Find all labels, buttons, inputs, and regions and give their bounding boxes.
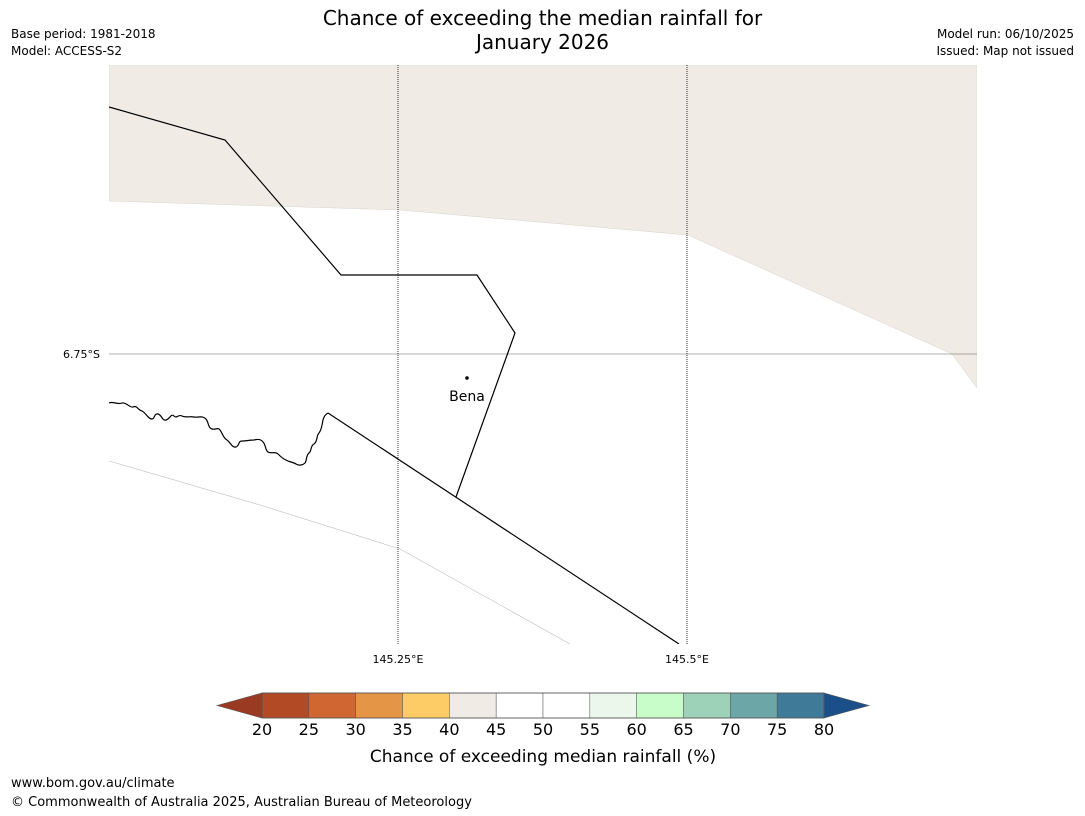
- issued-status: Issued: Map not issued: [936, 44, 1074, 58]
- colorbar-bin-20-25: [261, 692, 310, 719]
- colorbar-bin-30-35: [355, 692, 403, 719]
- latitude-label: 6.75°S: [63, 348, 100, 361]
- map-title-line-1: Chance of exceeding the median rainfall …: [322, 6, 763, 30]
- colorbar-ticks: 20 25 30 35 40 45 50 55 60 65 70 75 80: [252, 720, 834, 739]
- forecast-shaded-region: [109, 65, 977, 389]
- colorbar-bin-35-40: [402, 692, 450, 719]
- colorbar-bin-25-30: [308, 692, 356, 719]
- longitude-label-145-25: 145.25°E: [373, 653, 424, 666]
- colorbar: 20 25 30 35 40 45 50 55 60 65 70 75 80 Chance of exc…: [215, 692, 871, 767]
- colorbar-bin-50-55: [542, 692, 591, 719]
- colorbar-bin-60-65: [636, 692, 684, 719]
- colorbar-high-extend: [823, 692, 871, 719]
- colorbar-tick-60: 60: [626, 720, 646, 739]
- colorbar-tick-35: 35: [392, 720, 412, 739]
- colorbar-bin-45-50: [495, 692, 544, 719]
- model-name: Model: ACCESS-S2: [11, 44, 123, 58]
- metadata-left: Base period: 1981-2018 Model: ACCESS-S2: [11, 26, 156, 60]
- footer-url: www.bom.gov.au/climate: [11, 776, 175, 791]
- colorbar-bin-75-80: [776, 692, 825, 719]
- colorbar-low-extend: [215, 692, 263, 719]
- colorbar-tick-75: 75: [767, 720, 787, 739]
- metadata-right: Model run: 06/10/2025 Issued: Map not is…: [936, 26, 1074, 60]
- colorbar-tick-70: 70: [720, 720, 740, 739]
- colorbar-bin-55-60: [589, 692, 637, 719]
- faint-contour-line: [109, 460, 571, 644]
- longitude-label-145-5: 145.5°E: [665, 653, 709, 666]
- town-label: Bena: [449, 389, 485, 405]
- colorbar-tick-20: 20: [252, 720, 272, 739]
- colorbar-tick-40: 40: [439, 720, 459, 739]
- colorbar-outline: [261, 692, 825, 719]
- footer-copyright: © Commonwealth of Australia 2025, Austra…: [11, 795, 472, 810]
- model-run-date: Model run: 06/10/2025: [936, 27, 1074, 41]
- map-title-line-2: January 2026: [475, 30, 610, 54]
- town-marker: [465, 376, 469, 380]
- province-boundary-north: [109, 106, 516, 498]
- colorbar-bin-40-45: [449, 692, 497, 719]
- colorbar-bins: [261, 692, 825, 719]
- colorbar-bin-70-75: [730, 692, 778, 719]
- colorbar-tick-25: 25: [299, 720, 319, 739]
- province-boundary-south: [327, 412, 680, 644]
- colorbar-tick-55: 55: [580, 720, 600, 739]
- colorbar-tick-65: 65: [673, 720, 693, 739]
- map-title: Chance of exceeding the median rainfall …: [0, 6, 1085, 54]
- map-area: [109, 65, 977, 644]
- colorbar-title: Chance of exceeding median rainfall (%): [370, 747, 716, 767]
- colorbar-tick-30: 30: [345, 720, 365, 739]
- colorbar-tick-45: 45: [486, 720, 506, 739]
- colorbar-tick-50: 50: [533, 720, 553, 739]
- river-line: [109, 401, 329, 466]
- colorbar-bin-65-70: [683, 692, 731, 719]
- colorbar-tick-80: 80: [814, 720, 834, 739]
- base-period: Base period: 1981-2018: [11, 27, 156, 41]
